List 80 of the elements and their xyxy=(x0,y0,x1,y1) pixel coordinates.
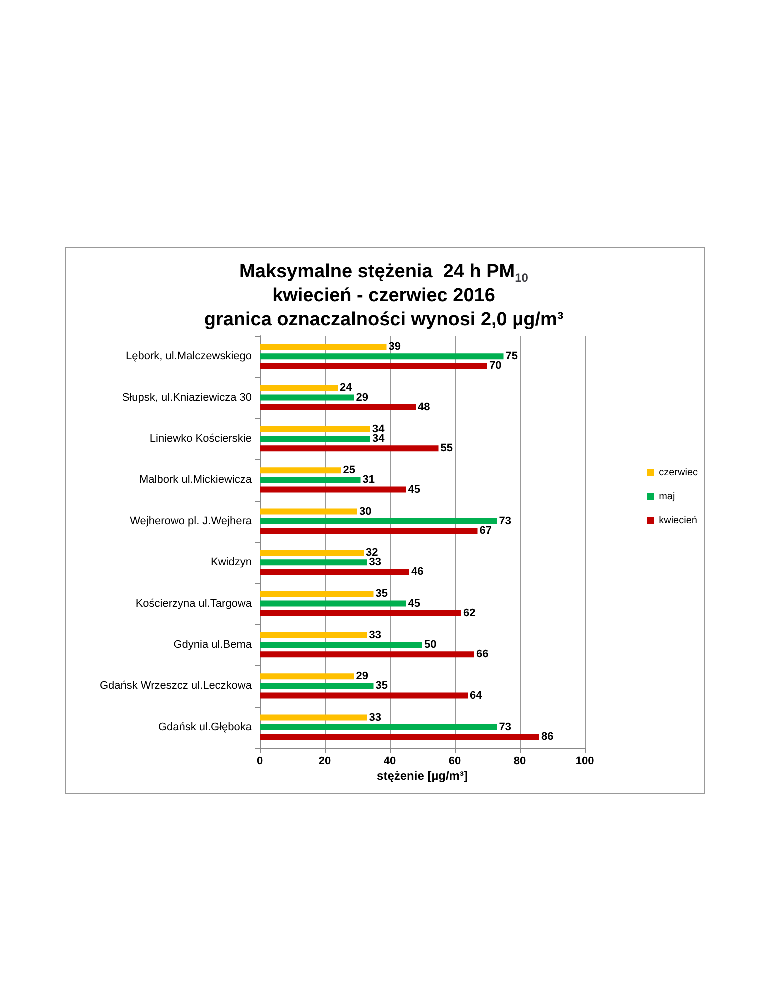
data-label: 73 xyxy=(499,721,512,734)
data-label: 32 xyxy=(366,547,378,559)
bar xyxy=(260,632,368,638)
bar xyxy=(260,446,439,452)
data-label: 29 xyxy=(356,670,368,683)
bar xyxy=(260,404,416,410)
y-tick-label: Liniewko Kościerskie xyxy=(150,433,252,445)
x-tick-label: 60 xyxy=(448,756,462,768)
bar xyxy=(260,394,354,401)
x-axis-title: stężenie [µg/m³] xyxy=(377,769,468,783)
y-tick-label: Słupsk, ul.Kniaziewicza 30 xyxy=(122,392,252,404)
data-label: 55 xyxy=(440,442,453,455)
y-tick-label: Gdańsk ul.Głęboka xyxy=(158,721,253,734)
data-label: 50 xyxy=(424,639,437,651)
data-label: 33 xyxy=(369,712,382,724)
bar xyxy=(260,674,354,680)
data-label: 66 xyxy=(476,648,489,661)
data-label: 67 xyxy=(480,525,492,537)
bar xyxy=(260,734,540,740)
bar xyxy=(260,652,474,658)
bar xyxy=(260,426,370,432)
x-tick-label: 40 xyxy=(384,756,396,768)
data-label: 35 xyxy=(376,588,388,600)
legend-label: kwiecień xyxy=(659,516,698,526)
bar xyxy=(260,363,488,370)
y-tick-label: Kościerzyna ul.Targowa xyxy=(136,598,253,610)
bar xyxy=(260,724,498,730)
data-label: 46 xyxy=(412,566,424,578)
bar xyxy=(260,468,342,474)
data-label: 34 xyxy=(372,423,386,436)
bar xyxy=(260,518,498,524)
data-label: 24 xyxy=(340,382,354,394)
data-label: 29 xyxy=(356,392,368,404)
bar xyxy=(260,344,387,350)
data-label: 45 xyxy=(408,598,420,610)
bar xyxy=(260,560,368,566)
x-tick-label: 20 xyxy=(318,756,332,768)
data-label: 45 xyxy=(408,484,420,496)
data-label: 34 xyxy=(372,433,386,445)
bar xyxy=(260,591,374,598)
data-label: 39 xyxy=(388,341,401,353)
data-label: 30 xyxy=(360,506,372,518)
data-label: 73 xyxy=(499,515,512,528)
x-tick-label: 0 xyxy=(256,756,264,768)
data-label: 62 xyxy=(464,607,476,620)
bar xyxy=(260,486,406,493)
x-tick-label: 80 xyxy=(514,756,526,768)
data-label: 48 xyxy=(418,401,430,414)
bar xyxy=(260,714,368,721)
bar xyxy=(260,550,364,556)
bar xyxy=(260,436,370,442)
x-tick-label: 100 xyxy=(576,756,594,768)
bar xyxy=(260,569,410,576)
bar xyxy=(260,385,338,392)
data-label: 35 xyxy=(376,680,388,692)
bar xyxy=(260,642,422,648)
bar xyxy=(260,354,504,360)
data-label: 33 xyxy=(369,556,382,569)
legend-label: maj xyxy=(659,492,676,502)
y-tick-label: Malbork ul.Mickiewicza xyxy=(140,474,253,486)
y-tick-label: Gdańsk Wrzeszcz ul.Leczkowa xyxy=(100,680,253,692)
bar xyxy=(260,477,361,484)
bar xyxy=(260,610,462,616)
y-tick-label: Lębork, ul.Malczewskiego xyxy=(126,350,252,363)
data-label: 75 xyxy=(506,350,518,363)
bar xyxy=(260,508,358,515)
data-label: 25 xyxy=(343,464,356,477)
y-tick-label: Gdynia ul.Bema xyxy=(174,639,253,651)
data-label: 70 xyxy=(490,360,502,372)
legend-label: czerwiec xyxy=(659,468,698,478)
data-label: 31 xyxy=(362,474,375,486)
bar xyxy=(260,600,406,607)
y-tick-label: Kwidzyn xyxy=(211,556,252,569)
data-label: 64 xyxy=(470,690,484,702)
bar xyxy=(260,528,478,534)
y-tick-label: Wejherowo pl. J.Wejhera xyxy=(130,515,253,528)
bar xyxy=(260,683,374,690)
bar xyxy=(260,692,468,699)
data-label: 86 xyxy=(542,731,554,743)
data-label: 33 xyxy=(369,629,382,642)
